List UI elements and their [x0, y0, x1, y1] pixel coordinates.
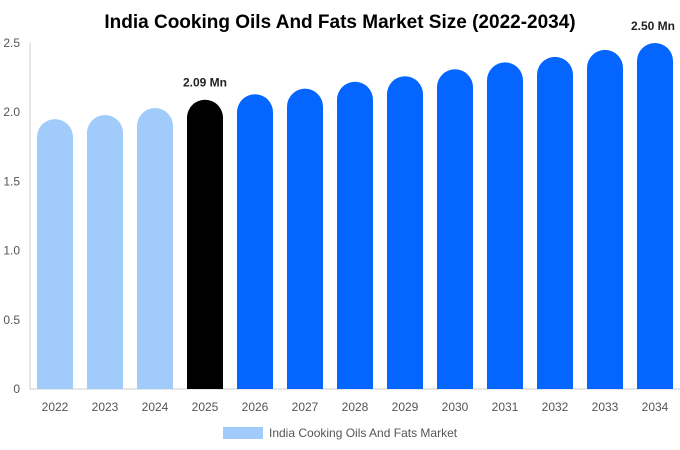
bar-2024[interactable] [137, 108, 173, 389]
x-tick-label: 2022 [42, 400, 69, 414]
y-tick-label: 2.5 [3, 36, 20, 50]
x-tick-label: 2030 [442, 400, 469, 414]
y-tick-label: 2.0 [3, 105, 20, 119]
x-tick-label: 2034 [642, 400, 669, 414]
y-tick-label: 0 [13, 382, 20, 396]
bar-series [37, 43, 673, 390]
data-label: 2.09 Mn [183, 76, 227, 90]
legend-swatch[interactable] [223, 427, 263, 439]
bar-2025[interactable] [187, 99, 223, 389]
chart-title: India Cooking Oils And Fats Market Size … [104, 12, 575, 33]
bar-2030[interactable] [437, 69, 473, 390]
bar-2032[interactable] [537, 56, 573, 390]
x-tick-label: 2032 [542, 400, 569, 414]
bar-2023[interactable] [87, 114, 123, 389]
y-tick-label: 0.5 [3, 313, 20, 327]
x-axis-ticks: 2022 2023 2024 2025 2026 2027 2028 2029 2030 2031… [42, 400, 669, 414]
x-tick-label: 2033 [592, 400, 619, 414]
x-tick-label: 2024 [142, 400, 169, 414]
bar-2022[interactable] [37, 119, 73, 389]
x-tick-label: 2028 [342, 400, 369, 414]
bar-2027[interactable] [287, 88, 323, 390]
x-tick-label: 2027 [292, 400, 319, 414]
y-tick-label: 1.5 [3, 174, 20, 188]
x-tick-label: 2023 [92, 400, 119, 414]
bar-2034[interactable] [637, 43, 673, 389]
legend[interactable]: India Cooking Oils And Fats Market [223, 426, 458, 440]
bar-2026[interactable] [237, 94, 273, 389]
bar-2028[interactable] [337, 81, 373, 389]
data-labels: 2.09 Mn 2.50 Mn [183, 19, 675, 90]
x-tick-label: 2031 [492, 400, 519, 414]
y-axis-ticks: 0 0.5 1.0 1.5 2.0 2.5 [3, 36, 20, 396]
y-tick-label: 1.0 [3, 244, 20, 258]
bar-2033[interactable] [587, 49, 623, 390]
x-tick-label: 2029 [392, 400, 419, 414]
bar-2029[interactable] [387, 76, 423, 389]
x-tick-label: 2025 [192, 400, 219, 414]
legend-label[interactable]: India Cooking Oils And Fats Market [269, 426, 458, 440]
bar-2031[interactable] [487, 62, 523, 389]
x-tick-label: 2026 [242, 400, 269, 414]
data-label: 2.50 Mn [631, 19, 675, 33]
